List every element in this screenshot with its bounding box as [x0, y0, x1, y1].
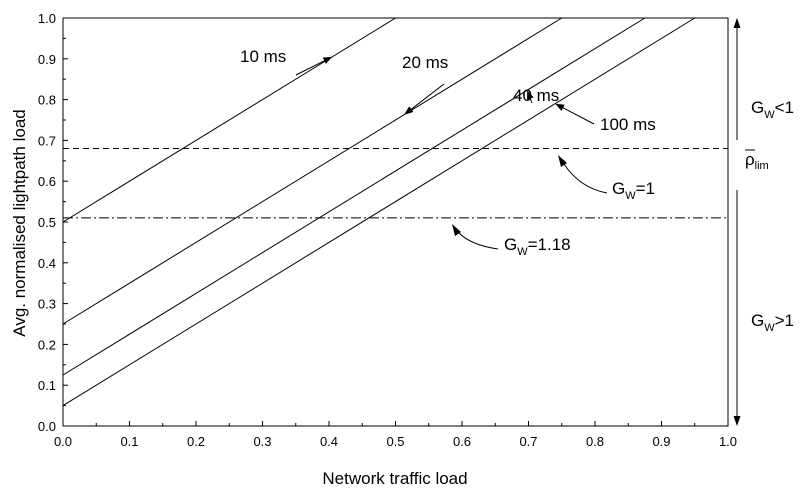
- y-tick-label: 1.0: [38, 11, 56, 26]
- gw-118-label: GW=1.18: [504, 235, 571, 258]
- x-tick-label: 0.5: [386, 434, 404, 449]
- series-callout-arrowhead-10-ms: [322, 56, 333, 64]
- y-tick-label: 0.4: [38, 256, 56, 271]
- plot-area: 0.0 0.1 0.2 0.3 0.4 0.5 0.6 0.7 0.8 0.9 1.0 0.0 0.1…: [38, 11, 737, 449]
- gw-1-callout-arrowhead: [558, 155, 567, 167]
- up-arrowhead: [733, 18, 741, 28]
- series-callout-arrow-100-ms: [562, 107, 595, 125]
- plot-frame: [62, 17, 729, 427]
- series-callout-arrowhead-100-ms: [555, 103, 565, 111]
- series-callouts: 10 ms 20 ms 40 ms 100 ms: [240, 47, 656, 134]
- x-tick-label: 0.2: [187, 434, 205, 449]
- y-axis-title: Avg. normalised lightpath load: [10, 109, 29, 336]
- gw-118-callout: GW=1.18: [452, 224, 571, 258]
- x-tick-label: 1.0: [719, 434, 737, 449]
- y-tick-label: 0.2: [38, 337, 56, 352]
- x-tick-label: 0.4: [320, 434, 338, 449]
- y-tick-label: 0.0: [38, 419, 56, 434]
- series-callout-arrowhead-20-ms: [404, 106, 414, 115]
- reference-lines: [63, 148, 728, 219]
- y-axis-ticks: 0.0 0.1 0.2 0.3 0.4 0.5 0.6 0.7 0.8 0.9 1.0: [38, 11, 68, 434]
- gw-1-callout: GW=1: [558, 155, 655, 202]
- series-line-20-ms: [62, 17, 563, 325]
- gw-less-than-label: GW<1: [751, 98, 794, 121]
- gw-1-label: GW=1: [612, 179, 655, 202]
- y-tick-label: 0.8: [38, 93, 56, 108]
- gw-greater-than-label: GW>1: [751, 311, 794, 334]
- gw-118-callout-curve: [457, 231, 499, 250]
- x-axis-title: Network traffic load: [322, 469, 467, 488]
- x-tick-label: 0.9: [652, 434, 670, 449]
- y-tick-label: 0.1: [38, 378, 56, 393]
- x-tick-label: 0.0: [54, 434, 72, 449]
- x-axis-ticks: 0.0 0.1 0.2 0.3 0.4 0.5 0.6 0.7 0.8 0.9 1.0: [54, 421, 737, 449]
- gw-1-callout-curve: [563, 163, 608, 194]
- series-label-20-ms: 20 ms: [402, 53, 448, 72]
- series-line-40-ms: [62, 17, 646, 376]
- down-arrowhead: [733, 416, 741, 426]
- series-callout-arrow-20-ms: [410, 83, 445, 110]
- series-callout-arrow-10-ms: [295, 60, 325, 76]
- series-label-10-ms: 10 ms: [240, 47, 286, 66]
- y-tick-label: 0.3: [38, 297, 56, 312]
- rho-lim-label: ρlim: [745, 150, 769, 172]
- y-tick-label: 0.9: [38, 52, 56, 67]
- right-annotation: GW<1 ρlim GW>1: [733, 18, 794, 426]
- x-tick-label: 0.3: [253, 434, 271, 449]
- x-tick-label: 0.6: [453, 434, 471, 449]
- series-label-40-ms: 40 ms: [513, 86, 559, 105]
- series-line-10-ms: [62, 17, 396, 223]
- series-label-100-ms: 100 ms: [600, 115, 656, 134]
- y-tick-label: 0.6: [38, 174, 56, 189]
- gw-118-callout-arrowhead: [452, 224, 461, 236]
- y-tick-label: 0.5: [38, 215, 56, 230]
- series-callout-arrow-40-ms: [529, 98, 533, 104]
- series-line-100-ms: [62, 17, 696, 407]
- y-tick-label: 0.7: [38, 133, 56, 148]
- x-tick-label: 0.8: [586, 434, 604, 449]
- x-tick-label: 0.1: [120, 434, 138, 449]
- series-callout-arrowhead-40-ms: [527, 90, 534, 100]
- series-lines: [62, 17, 696, 407]
- x-tick-label: 0.7: [519, 434, 537, 449]
